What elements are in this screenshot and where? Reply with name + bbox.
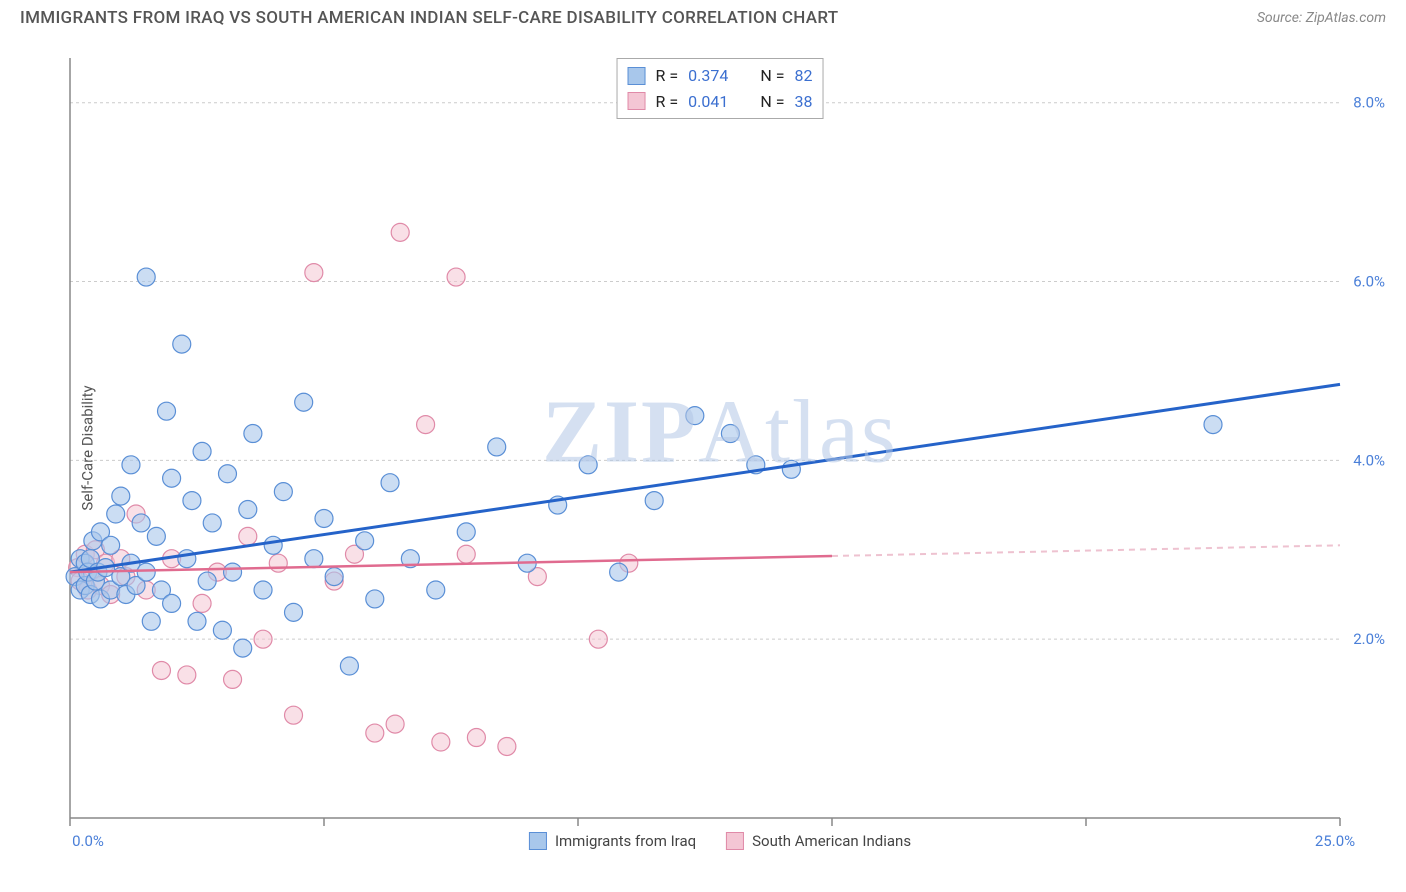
chart-title: IMMIGRANTS FROM IRAQ VS SOUTH AMERICAN I… xyxy=(20,8,838,28)
legend-row-blue: R = 0.374 N = 82 xyxy=(628,63,813,89)
r-label: R = xyxy=(656,63,679,89)
r-label: R = xyxy=(656,89,679,115)
svg-text:25.0%: 25.0% xyxy=(1315,832,1355,848)
swatch-pink-icon xyxy=(628,92,646,110)
svg-text:8.0%: 8.0% xyxy=(1353,94,1385,112)
r-value: 0.041 xyxy=(688,89,728,115)
swatch-pink-icon xyxy=(726,832,744,850)
chart-area: Self-Care Disability 2.0%4.0%6.0%8.0%0.0… xyxy=(50,48,1390,848)
svg-text:2.0%: 2.0% xyxy=(1353,630,1385,648)
legend-row-pink: R = 0.041 N = 38 xyxy=(628,89,813,115)
r-value: 0.374 xyxy=(688,63,728,89)
legend-label: South American Indians xyxy=(752,832,911,850)
svg-text:6.0%: 6.0% xyxy=(1353,273,1385,291)
swatch-blue-icon xyxy=(529,832,547,850)
source-name: ZipAtlas.com xyxy=(1306,10,1386,26)
scatter-chart-svg: 2.0% 4.0% 6.0% 8.0% 0.0% 25.0% xyxy=(60,48,1390,848)
n-value: 82 xyxy=(794,63,812,89)
source-prefix: Source: xyxy=(1257,10,1306,26)
chart-header: IMMIGRANTS FROM IRAQ VS SOUTH AMERICAN I… xyxy=(0,0,1406,32)
legend-stats-box: R = 0.374 N = 82 R = 0.041 N = 38 xyxy=(617,58,824,119)
n-label: N = xyxy=(760,63,784,89)
legend-bottom: Immigrants from Iraq South American Indi… xyxy=(529,832,911,850)
legend-item-blue: Immigrants from Iraq xyxy=(529,832,696,850)
source-attribution: Source: ZipAtlas.com xyxy=(1257,10,1386,26)
swatch-blue-icon xyxy=(628,67,646,85)
n-value: 38 xyxy=(794,89,812,115)
legend-item-pink: South American Indians xyxy=(726,832,911,850)
n-label: N = xyxy=(760,89,784,115)
legend-label: Immigrants from Iraq xyxy=(555,832,696,850)
svg-text:4.0%: 4.0% xyxy=(1353,451,1385,469)
svg-text:0.0%: 0.0% xyxy=(72,832,104,848)
